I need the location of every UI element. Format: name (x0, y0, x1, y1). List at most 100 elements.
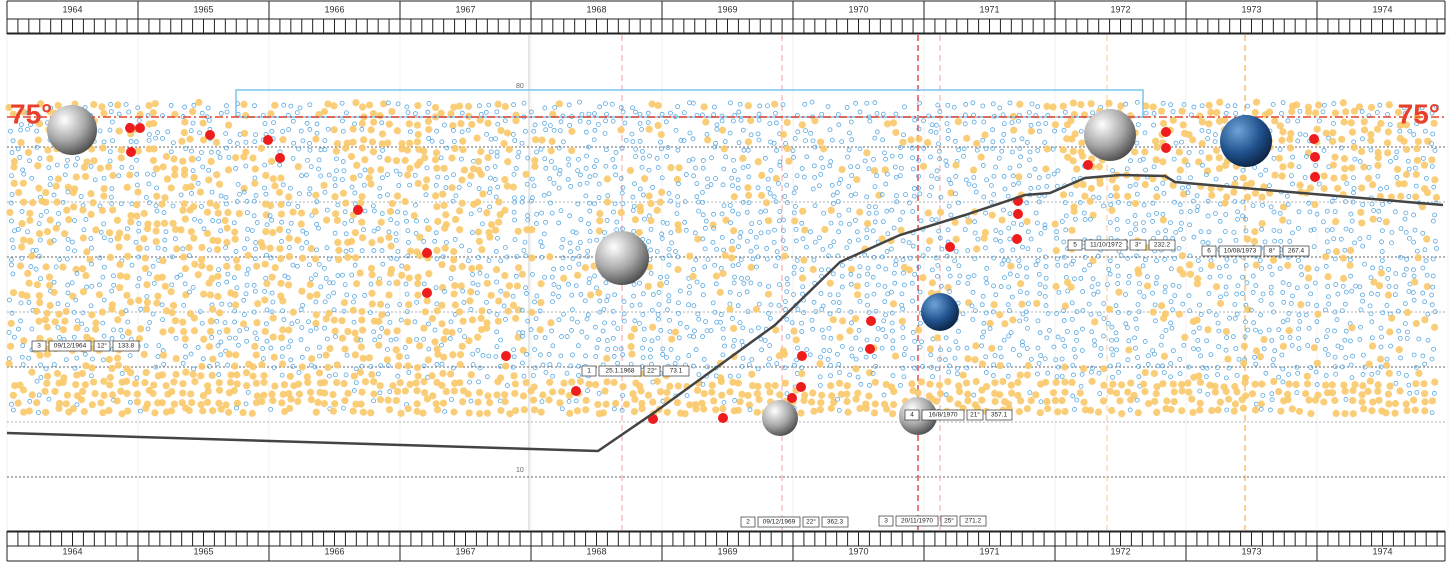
dot (56, 210, 62, 216)
dot (1401, 272, 1407, 278)
dot (587, 291, 595, 299)
dot (1205, 198, 1211, 204)
dot (189, 148, 194, 154)
dot (1151, 137, 1160, 145)
dot (439, 342, 444, 348)
dot (766, 283, 771, 289)
dot (1358, 147, 1366, 156)
dot (533, 334, 539, 340)
dot (501, 206, 509, 214)
dot (900, 335, 906, 340)
dot (752, 305, 760, 313)
dot (465, 112, 473, 120)
dot (955, 280, 961, 286)
dot (826, 253, 831, 259)
dot (1215, 320, 1221, 326)
dot (701, 357, 707, 362)
dot (114, 234, 122, 242)
dot (693, 257, 699, 263)
dot (1232, 258, 1238, 264)
dot (938, 347, 943, 353)
dot (692, 230, 698, 236)
dot (353, 280, 361, 288)
dot (86, 256, 94, 264)
dot (90, 100, 98, 109)
dot (1151, 397, 1159, 405)
dot (675, 164, 683, 172)
dot (522, 378, 530, 387)
dot (375, 341, 383, 349)
dot (1134, 409, 1142, 417)
dot (721, 400, 727, 405)
dot (334, 256, 343, 264)
dot (151, 409, 159, 417)
dot (782, 194, 788, 199)
dot (450, 365, 456, 371)
dot (640, 312, 646, 317)
dot (351, 254, 360, 262)
dot (1043, 397, 1051, 406)
dot (1384, 291, 1393, 299)
dot (880, 219, 886, 225)
dot (1329, 129, 1337, 137)
dot (587, 229, 593, 234)
dot (1429, 302, 1435, 308)
dot (477, 103, 482, 109)
dot (1007, 308, 1012, 313)
dot (50, 288, 58, 296)
dot (343, 110, 349, 116)
dot (781, 379, 789, 387)
dot (991, 283, 996, 289)
dot (848, 193, 854, 198)
dot (569, 316, 575, 322)
dot (674, 211, 680, 216)
dot (1009, 149, 1015, 155)
dot (1061, 388, 1069, 396)
dot (1240, 359, 1248, 367)
dot (1043, 121, 1049, 126)
dot (1181, 342, 1187, 348)
dot (947, 189, 955, 197)
dot (1153, 280, 1159, 286)
dot (1036, 175, 1042, 181)
dot (954, 118, 962, 126)
dot (970, 100, 976, 106)
dot (203, 208, 212, 216)
dot (1011, 220, 1017, 226)
dot (379, 326, 385, 331)
dot (777, 282, 782, 287)
dot (43, 372, 52, 380)
dot (1395, 346, 1403, 354)
dot (664, 280, 670, 285)
dot (1011, 182, 1016, 188)
dot (51, 387, 59, 396)
dot (326, 172, 332, 178)
dot (1374, 381, 1382, 389)
dot (1055, 262, 1061, 268)
dot (1370, 278, 1378, 286)
dot (582, 406, 590, 414)
dot (72, 162, 78, 168)
dot (150, 145, 158, 153)
dot (934, 168, 940, 174)
dot (87, 210, 95, 218)
dot (115, 243, 123, 251)
dot (421, 183, 430, 191)
dot (449, 397, 454, 402)
dot (791, 217, 799, 225)
dot (133, 390, 141, 398)
dot (216, 218, 222, 224)
dot (1367, 136, 1375, 145)
dot (451, 281, 459, 290)
dot (169, 254, 175, 260)
dot (816, 138, 825, 146)
dot (776, 303, 782, 308)
dot (135, 244, 143, 252)
dot (1036, 271, 1042, 277)
dot (244, 198, 250, 204)
dot (92, 319, 100, 327)
dot (1152, 390, 1160, 398)
dot (493, 249, 499, 254)
dot (1325, 249, 1331, 254)
dot (105, 406, 113, 415)
